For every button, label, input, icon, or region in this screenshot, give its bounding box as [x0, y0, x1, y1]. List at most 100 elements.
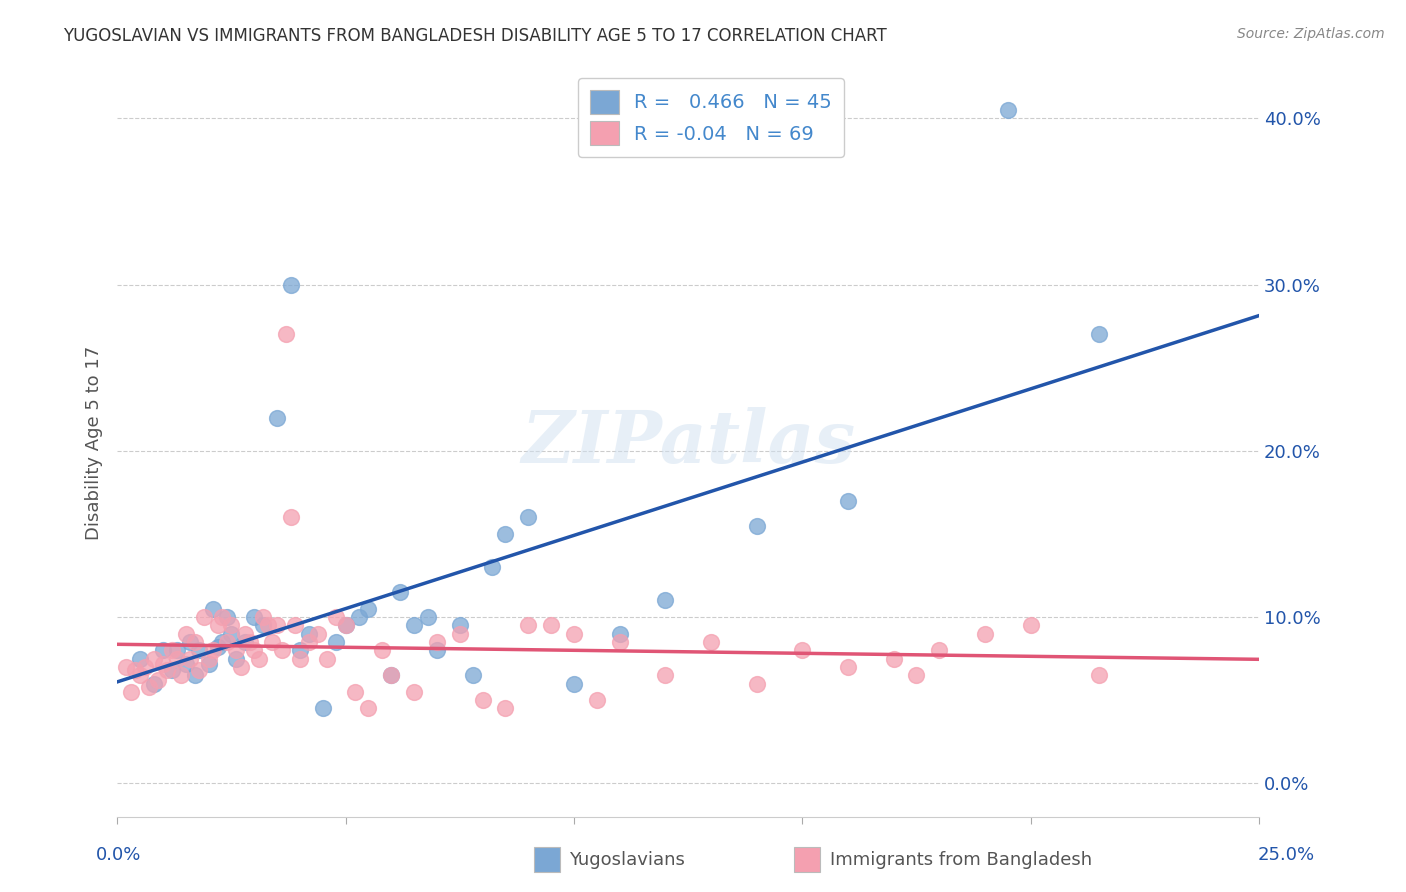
- Point: [211, 635, 233, 649]
- Point: [262, 635, 284, 649]
- Point: [221, 618, 243, 632]
- Point: [380, 668, 402, 682]
- Point: [540, 618, 562, 632]
- Point: [193, 610, 215, 624]
- Point: [211, 610, 233, 624]
- Text: YUGOSLAVIAN VS IMMIGRANTS FROM BANGLADESH DISABILITY AGE 5 TO 17 CORRELATION CHA: YUGOSLAVIAN VS IMMIGRANTS FROM BANGLADES…: [63, 27, 887, 45]
- Point: [142, 651, 165, 665]
- Point: [517, 618, 540, 632]
- Point: [243, 610, 266, 624]
- Point: [357, 601, 380, 615]
- Point: [307, 626, 329, 640]
- Point: [298, 635, 321, 649]
- Point: [357, 701, 380, 715]
- Point: [170, 668, 193, 682]
- Text: 0.0%: 0.0%: [96, 846, 141, 863]
- Point: [426, 635, 449, 649]
- Point: [252, 618, 274, 632]
- Point: [288, 651, 311, 665]
- Point: [1088, 668, 1111, 682]
- Point: [166, 651, 188, 665]
- Point: [197, 651, 219, 665]
- Point: [745, 676, 768, 690]
- Point: [562, 626, 585, 640]
- Point: [233, 626, 256, 640]
- Point: [129, 651, 152, 665]
- Point: [276, 327, 298, 342]
- Point: [266, 410, 288, 425]
- Point: [160, 643, 183, 657]
- Point: [179, 651, 201, 665]
- Point: [207, 618, 229, 632]
- Point: [188, 663, 211, 677]
- Point: [129, 668, 152, 682]
- Point: [997, 103, 1019, 117]
- Point: [380, 668, 402, 682]
- Point: [225, 651, 247, 665]
- Point: [270, 643, 292, 657]
- Point: [156, 663, 179, 677]
- Point: [115, 660, 138, 674]
- Point: [202, 643, 225, 657]
- Point: [298, 626, 321, 640]
- Point: [174, 657, 197, 671]
- Point: [202, 601, 225, 615]
- Point: [215, 610, 238, 624]
- Point: [585, 693, 607, 707]
- Point: [905, 668, 928, 682]
- Point: [257, 618, 280, 632]
- Point: [284, 618, 307, 632]
- Point: [325, 635, 347, 649]
- Point: [184, 635, 207, 649]
- Point: [184, 668, 207, 682]
- Point: [471, 693, 494, 707]
- Point: [280, 510, 302, 524]
- Y-axis label: Disability Age 5 to 17: Disability Age 5 to 17: [86, 345, 103, 540]
- Point: [792, 643, 814, 657]
- Text: ZIPatlas: ZIPatlas: [522, 407, 855, 478]
- Point: [609, 635, 631, 649]
- Point: [335, 618, 357, 632]
- Point: [974, 626, 997, 640]
- Point: [325, 610, 347, 624]
- Point: [609, 626, 631, 640]
- Point: [700, 635, 723, 649]
- Point: [225, 643, 247, 657]
- Point: [312, 701, 335, 715]
- Point: [837, 660, 859, 674]
- Point: [288, 643, 311, 657]
- Point: [371, 643, 394, 657]
- Point: [402, 618, 425, 632]
- Point: [449, 626, 471, 640]
- Point: [266, 618, 288, 632]
- Point: [562, 676, 585, 690]
- Point: [1019, 618, 1042, 632]
- Point: [654, 668, 676, 682]
- Point: [837, 493, 859, 508]
- Point: [247, 651, 270, 665]
- Point: [343, 685, 366, 699]
- Point: [316, 651, 339, 665]
- Point: [134, 660, 156, 674]
- Legend: R =   0.466   N = 45, R = -0.04   N = 69: R = 0.466 N = 45, R = -0.04 N = 69: [578, 78, 844, 157]
- Point: [349, 610, 371, 624]
- Point: [197, 657, 219, 671]
- Point: [1088, 327, 1111, 342]
- Point: [174, 626, 197, 640]
- Point: [124, 663, 146, 677]
- Point: [389, 585, 412, 599]
- Point: [494, 527, 516, 541]
- Point: [745, 518, 768, 533]
- Point: [215, 635, 238, 649]
- Point: [229, 660, 252, 674]
- Point: [207, 640, 229, 654]
- Point: [494, 701, 516, 715]
- Point: [928, 643, 950, 657]
- Point: [416, 610, 439, 624]
- Point: [120, 685, 142, 699]
- Point: [463, 668, 485, 682]
- Point: [221, 626, 243, 640]
- Point: [335, 618, 357, 632]
- Point: [252, 610, 274, 624]
- Point: [160, 663, 183, 677]
